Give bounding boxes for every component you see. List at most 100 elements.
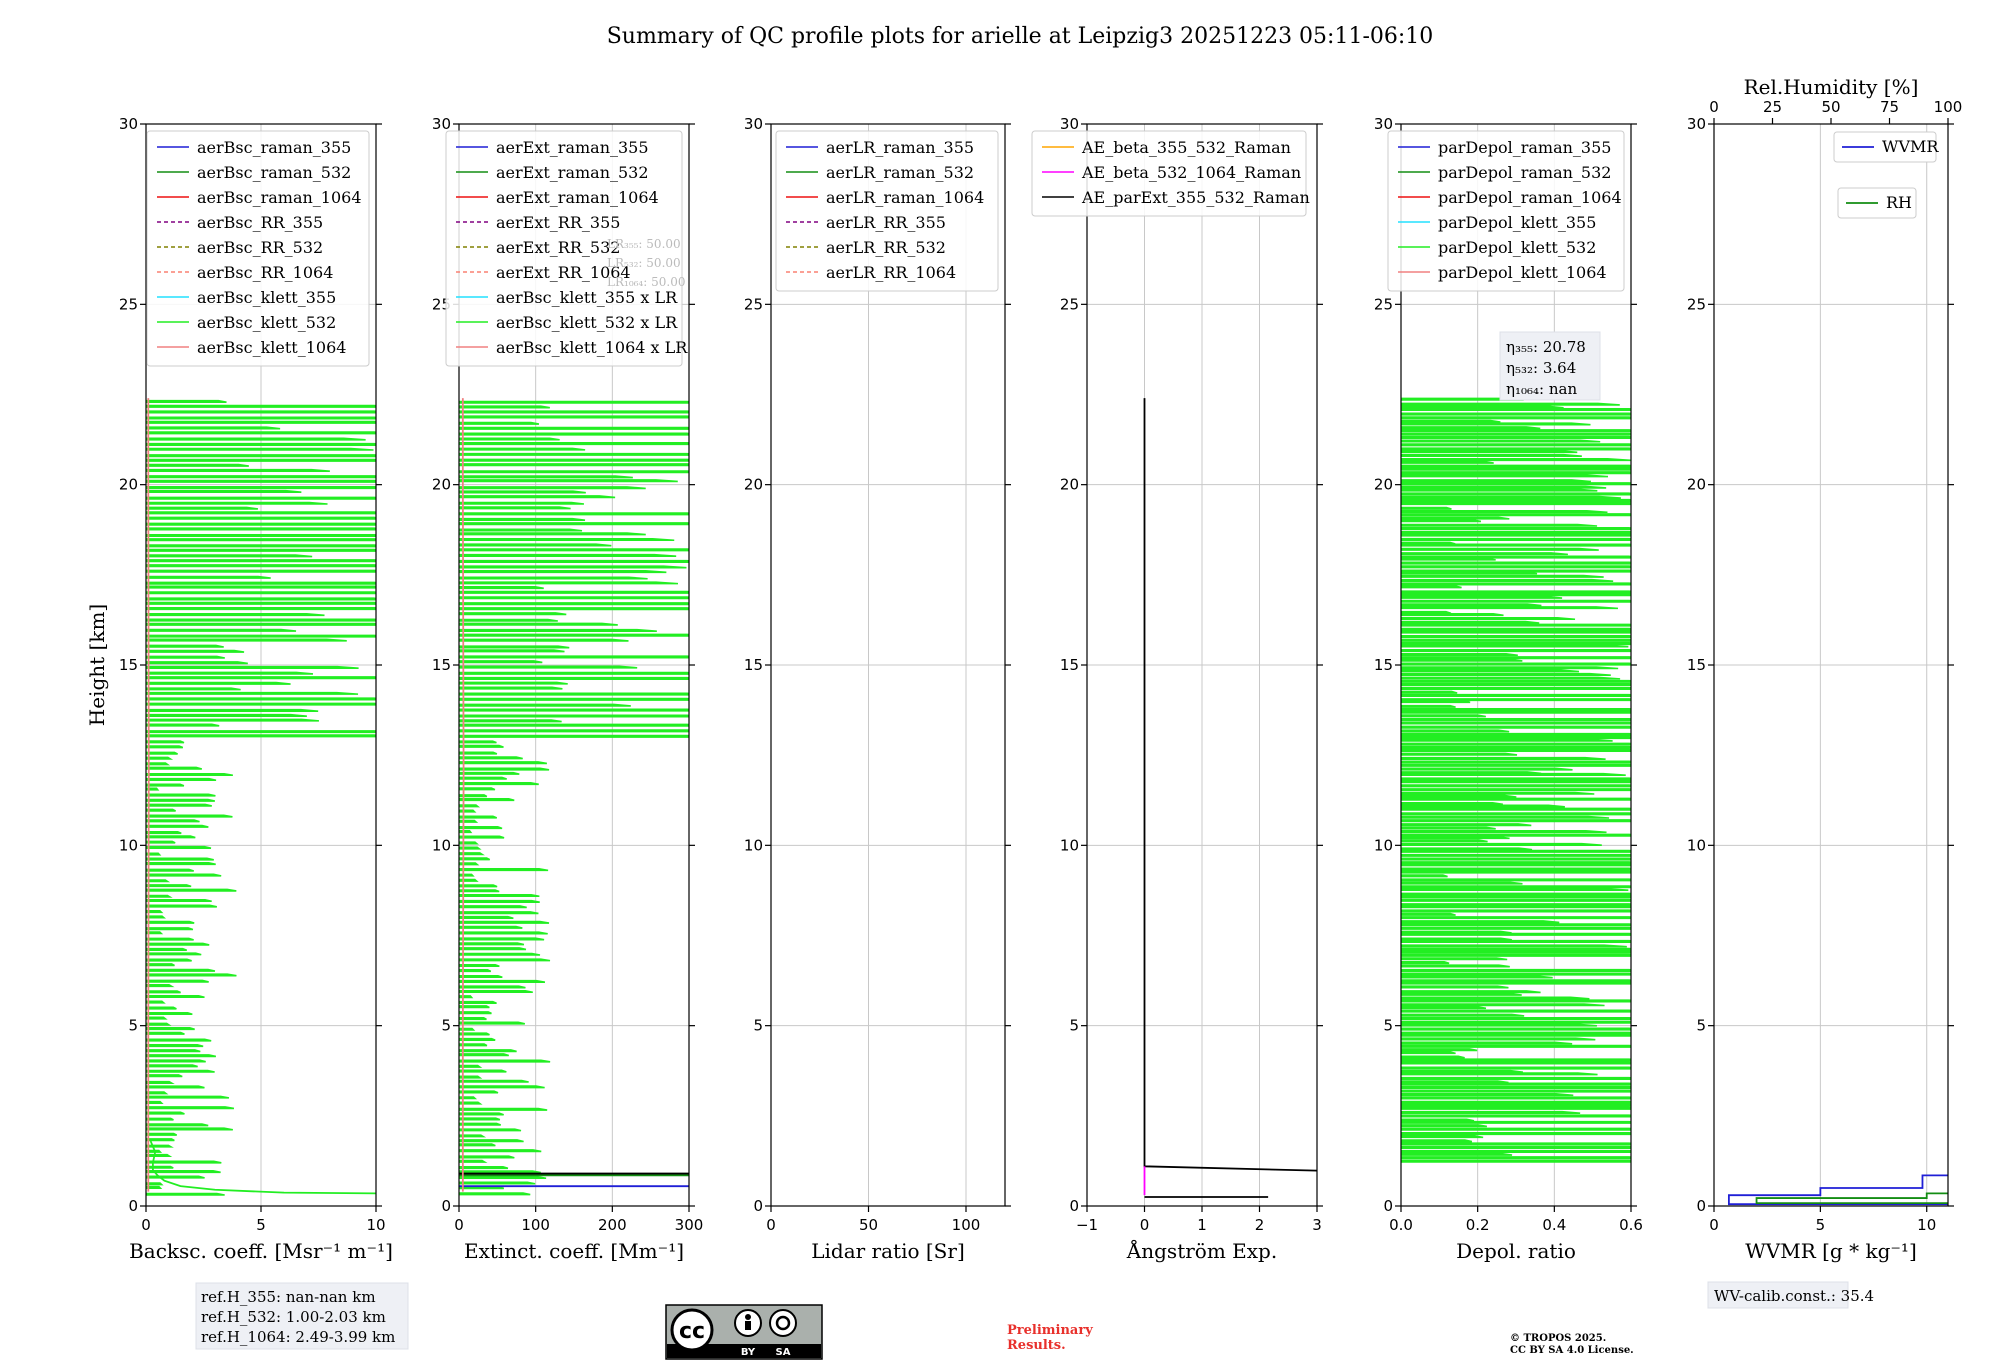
y-tick-label: 15: [1060, 656, 1079, 674]
series-aerbsc_klett_532: [146, 399, 376, 1196]
x-tick-label: 100: [952, 1216, 981, 1234]
figure-title: Summary of QC profile plots for arielle …: [607, 24, 1434, 49]
legend-label: aerBsc_klett_1064 x LR: [496, 338, 688, 357]
ref-height-1064: ref.H_1064: 2.49-3.99 km: [201, 1328, 395, 1346]
x-axis-label: Ångström Exp.: [1126, 1238, 1277, 1263]
plot-area-ext: [459, 398, 689, 1196]
legend-box: [445, 130, 683, 367]
eta-box: [1499, 331, 1601, 401]
legend-box: [1387, 130, 1625, 292]
x-tick-label: 200: [598, 1216, 627, 1234]
y-tick-label: 20: [1687, 476, 1706, 494]
y-tick-label: 20: [432, 476, 451, 494]
series-aerbsc_klett_1064-x-lr: [461, 398, 465, 1192]
legend-label: aerBsc_raman_1064: [197, 188, 362, 207]
ref-height-355: ref.H_355: nan-nan km: [201, 1288, 376, 1306]
legend-box: [1031, 130, 1307, 217]
ref-height-box: ref.H_355: nan-nan km ref.H_532: 1.00-2.…: [195, 1282, 409, 1350]
legend-label: parDepol_klett_1064: [1438, 263, 1607, 282]
sa-share-icon: [769, 1309, 797, 1337]
legend-label: aerBsc_klett_1064: [197, 338, 346, 357]
top-x-tick-label: 75: [1880, 98, 1899, 116]
y-tick-label: 10: [1060, 836, 1079, 854]
y-tick-label: 0: [441, 1197, 451, 1215]
y-tick-label: 20: [119, 476, 138, 494]
y-tick-label: 0: [1069, 1197, 1079, 1215]
y-axis-label: Height [km]: [85, 604, 109, 726]
legend-label: aerBsc_klett_355: [197, 288, 336, 307]
lr-label: LR₃₅₅: 50.00: [607, 237, 681, 251]
top-x-tick-label: 100: [1934, 98, 1963, 116]
x-tick-label: 0.4: [1542, 1216, 1566, 1234]
x-tick-label: 1: [1197, 1216, 1207, 1234]
y-tick-label: 15: [1374, 656, 1393, 674]
x-tick-label: 3: [1312, 1216, 1322, 1234]
x-axis-label: Depol. ratio: [1456, 1239, 1576, 1263]
legend-label: aerBsc_klett_532: [197, 313, 336, 332]
legend-label: parDepol_klett_355: [1438, 213, 1596, 232]
copyright-line2: CC BY SA 4.0 License.: [1510, 1345, 1634, 1356]
y-tick-label: 0: [753, 1197, 763, 1215]
series-ae_parext_355_532_raman: [1143, 398, 1317, 1172]
legend-label: aerBsc_raman_355: [197, 138, 351, 157]
series-aerbsc_klett_532-near-field-: [149, 1140, 376, 1195]
plot-area-wv: [1727, 1174, 1948, 1206]
legend-label: parDepol_raman_1064: [1438, 188, 1622, 207]
legend-label: aerExt_raman_1064: [496, 188, 659, 207]
wv-calib-box: WV-calib.const.: 35.4: [1707, 1281, 1874, 1309]
y-tick-label: 10: [432, 836, 451, 854]
y-tick-label: 20: [744, 476, 763, 494]
y-tick-label: 10: [1374, 836, 1393, 854]
legend-label: aerExt_RR_532: [496, 238, 620, 257]
wv-calib-const: WV-calib.const.: 35.4: [1714, 1287, 1874, 1305]
y-tick-label: 5: [1696, 1017, 1706, 1035]
preliminary-line2: Results.: [1007, 1338, 1066, 1353]
x-tick-label: 2: [1255, 1216, 1265, 1234]
y-tick-label: 30: [744, 115, 763, 133]
legend-box: [1833, 131, 1937, 163]
legend-label: aerBsc_RR_532: [197, 238, 323, 257]
y-tick-label: 5: [128, 1017, 138, 1035]
x-tick-label: 5: [1816, 1216, 1826, 1234]
top-x-tick-label: 25: [1763, 98, 1782, 116]
legend-label: aerExt_RR_1064: [496, 263, 631, 282]
y-tick-label: 30: [432, 115, 451, 133]
legend-label: AE_parExt_355_532_Raman: [1081, 188, 1310, 207]
x-tick-label: 10: [1917, 1216, 1936, 1234]
x-tick-label: 50: [859, 1216, 878, 1234]
legend-label: aerExt_raman_532: [496, 163, 649, 182]
series-pardepol_klett_532: [1401, 397, 1631, 1163]
panel-depol: 0.0 0.2 0.4 0.6 0 5 10 15 20 25 30 Depol. ratio parD…: [1374, 115, 1643, 1263]
x-tick-label: 0.2: [1466, 1216, 1490, 1234]
legend-label: aerBsc_raman_532: [197, 163, 351, 182]
legend-label: AE_beta_532_1064_Raman: [1081, 163, 1301, 182]
legend-label: aerLR_RR_355: [826, 213, 946, 232]
legend-label: aerBsc_RR_1064: [197, 263, 333, 282]
x-tick-label: 0: [766, 1216, 776, 1234]
y-tick-label: 15: [119, 656, 138, 674]
series-wvmr: [1727, 1174, 1948, 1206]
x-tick-label: 300: [675, 1216, 704, 1234]
y-tick-label: 10: [744, 836, 763, 854]
x-axis-label: Extinct. coeff. [Mm⁻¹]: [464, 1239, 684, 1263]
legend-label: aerExt_raman_355: [496, 138, 649, 157]
y-tick-label: 25: [744, 295, 763, 313]
legend-label: aerLR_raman_532: [826, 163, 974, 182]
cc-badge-sa: SA: [776, 1347, 791, 1358]
legend-box: [146, 130, 370, 367]
panel-bsc: 0 5 10 0 5 10 15 20 25 30 Backsc. coeff. [Msr⁻¹ m⁻…: [85, 115, 393, 1263]
y-tick-label: 25: [1374, 295, 1393, 313]
y-tick-label: 15: [432, 656, 451, 674]
x-tick-label: 0.0: [1389, 1216, 1413, 1234]
legend-label: aerBsc_RR_355: [197, 213, 323, 232]
eta-label: η₃₅₅: 20.78: [1506, 338, 1586, 356]
x-axis-label: Backsc. coeff. [Msr⁻¹ m⁻¹]: [129, 1239, 393, 1263]
plot-area-depol: [1401, 397, 1631, 1163]
legend-label: aerLR_RR_1064: [826, 263, 956, 282]
x-tick-label: 10: [366, 1216, 385, 1234]
legend-label: aerBsc_klett_355 x LR: [496, 288, 678, 307]
y-tick-label: 25: [1687, 295, 1706, 313]
